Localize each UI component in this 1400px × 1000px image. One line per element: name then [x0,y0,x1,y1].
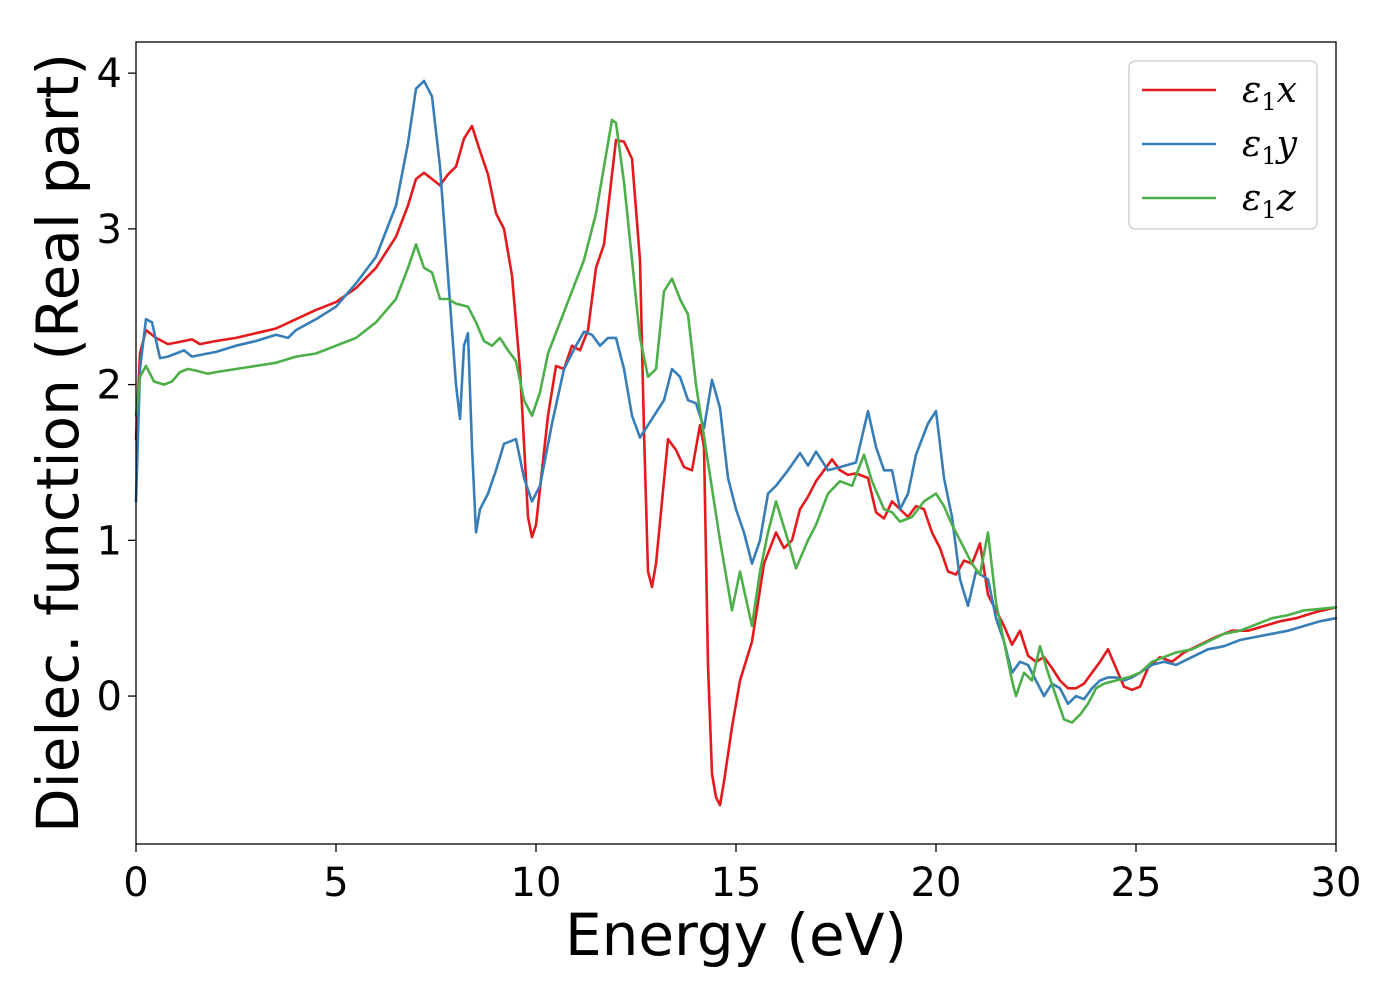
x-axis-label: Energy (eV) [565,901,907,969]
x-tick-label: 20 [911,860,962,906]
legend-label-y: ε1y [1242,124,1298,170]
legend-label-z: ε1z [1242,178,1297,224]
series-layer [134,79,1338,807]
x-axis-ticks: 0 5 10 15 20 25 30 [123,844,1361,906]
x-tick-label: 15 [711,860,762,906]
x-tick-label: 25 [1111,860,1162,906]
y-tick-label: 2 [97,363,122,409]
x-tick-label: 0 [123,860,148,906]
series-line-x [134,124,1338,807]
y-tick-label: 0 [97,674,122,720]
x-tick-label: 10 [511,860,562,906]
legend-frame [1128,60,1318,230]
series-line-y [134,79,1338,706]
y-tick-label: 4 [97,51,122,97]
legend: ε1x ε1y ε1z [1128,60,1318,230]
y-axis-ticks: 0 1 2 3 4 [97,51,136,720]
legend-label-x: ε1x [1242,70,1297,116]
y-tick-label: 3 [97,207,122,253]
y-tick-label: 1 [97,518,122,564]
x-tick-label: 5 [323,860,348,906]
x-tick-label: 30 [1311,860,1362,906]
y-axis-label: Dielec. function (Real part) [24,53,92,833]
series-line-z [134,118,1338,724]
